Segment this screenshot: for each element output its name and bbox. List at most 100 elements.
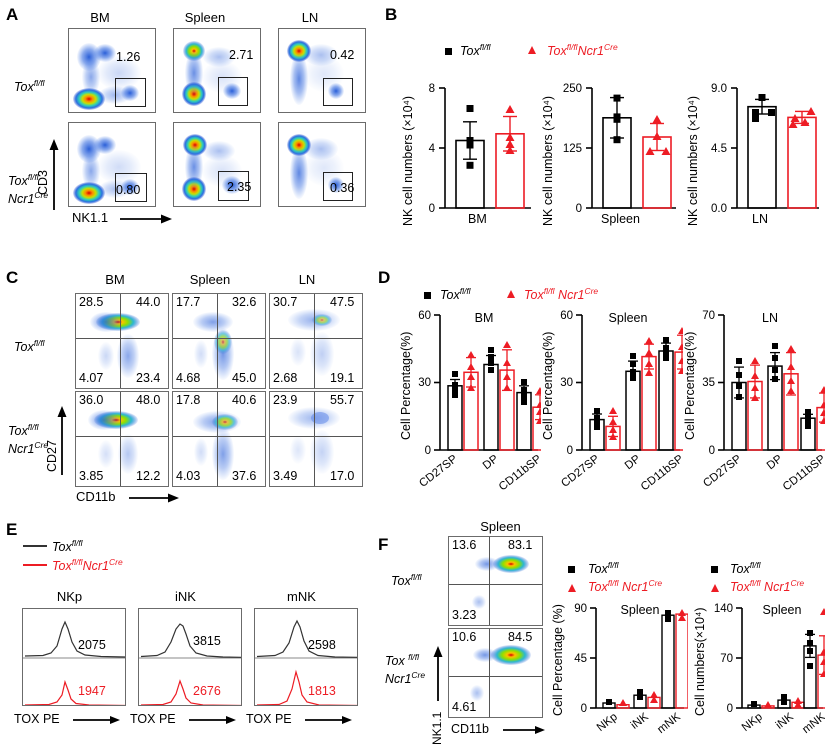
gate-rectangle xyxy=(115,78,146,107)
panelC-quad-ll-spleen-knockout: 4.03 xyxy=(176,469,201,483)
ytick-0: 0 xyxy=(576,203,582,215)
panelF-legend2-label-knockout: Toxfl/fl Ncr1Cre xyxy=(730,578,805,595)
ytick-0: 0 xyxy=(429,203,435,215)
panelC-x-axis-label: CD11b xyxy=(76,489,116,504)
panelF-row-label-knockout: Tox fl/fl Ncr1Cre xyxy=(385,652,426,687)
panelC-quad-ll-ln-knockout: 3.49 xyxy=(273,469,298,483)
xtick-ink: iNK xyxy=(629,711,651,732)
ytick-45: 45 xyxy=(574,653,587,665)
xtick-cd11bsp: CD11bSP xyxy=(781,453,825,494)
xtick-nkp: NKp xyxy=(740,711,765,734)
xtick-mnk: mNK xyxy=(800,711,825,736)
panelD-bm-ylabel: Cell Percentage(%) xyxy=(399,332,413,440)
ytick-60: 60 xyxy=(418,310,431,322)
panelD-spleen-ylabel: Cell Percentage(%) xyxy=(541,332,555,440)
panelC-quad-ur-spleen-knockout: 40.6 xyxy=(232,393,257,407)
panelF-quad-ur-control: 83.1 xyxy=(508,538,533,552)
gate-rectangle xyxy=(218,77,248,106)
flow-scatter xyxy=(287,40,344,105)
panelC-quad-lr-ln-control: 19.1 xyxy=(330,371,355,385)
panelD-chart-spleen: Cell Percentage(%) Spleen 0 30 60 CD27SP… xyxy=(541,310,683,494)
panelC-quad-ur-bm-knockout: 48.0 xyxy=(136,393,161,407)
panelF-num-title: Spleen xyxy=(763,603,802,617)
panelA-row-label-control: Toxfl/fl xyxy=(14,78,45,95)
gate-rectangle xyxy=(323,172,353,201)
ytick-0: 0 xyxy=(425,445,431,457)
panel-letter-d: D xyxy=(378,268,391,287)
flow-scatter xyxy=(472,555,529,609)
xtick-cd11bsp: CD11bSP xyxy=(639,453,683,494)
panelE-column-header-nkp: NKp xyxy=(56,589,83,604)
ytick-140: 140 xyxy=(714,603,733,615)
panelE-column-header-ink: iNK xyxy=(175,589,196,604)
panelF-legend2-marker-control xyxy=(711,566,718,573)
flow-scatter xyxy=(73,135,141,204)
panelC-quad-lr-spleen-knockout: 37.6 xyxy=(232,469,257,483)
ytick-70: 70 xyxy=(702,310,715,322)
panelF-row-label-control: Toxfl/fl xyxy=(391,572,422,589)
panelE-x-axis-label-2: TOX PE xyxy=(130,712,176,726)
panelA-y-axis-label: CD3 xyxy=(36,169,50,195)
panelD-legend-marker-knockout xyxy=(507,290,515,298)
flow-scatter xyxy=(193,312,234,380)
panelE-mfi-mnk-knockout: 1813 xyxy=(308,684,336,698)
panelC-column-header-ln: LN xyxy=(298,272,316,287)
panelA-column-header-bm: BM xyxy=(90,10,110,25)
panelB-xlabel-ln: LN xyxy=(752,212,768,226)
ytick-30: 30 xyxy=(560,377,573,389)
panelA-gate-value-spleen-knockout: 2.35 xyxy=(227,180,252,194)
panelD-ln-ylabel: Cell Percentage(%) xyxy=(683,332,697,440)
panelF-quad-ur-knockout: 84.5 xyxy=(508,630,533,644)
gate-rectangle xyxy=(323,78,353,106)
panelC-flow-ln-control xyxy=(269,293,363,389)
panelA-flow-bm-knockout xyxy=(68,122,156,207)
ytick-250: 250 xyxy=(563,83,582,95)
xtick-mnk: mNK xyxy=(655,711,683,736)
xtick-dp: DP xyxy=(765,453,785,472)
panelC-row-label-knockout: Toxfl/fl Ncr1Cre xyxy=(8,422,49,457)
panelE-mfi-nkp-knockout: 1947 xyxy=(78,684,106,698)
panel-letter-c: C xyxy=(6,268,19,287)
panelA-flow-spleen-knockout xyxy=(173,122,261,207)
panelE-legend-label-control: Toxfl/fl xyxy=(52,538,83,555)
xtick-cd27sp: CD27SP xyxy=(559,453,602,490)
flow-scatter xyxy=(287,134,344,199)
panelA-gate-value-spleen-control: 2.71 xyxy=(229,48,254,62)
panel-letter-f: F xyxy=(378,535,389,554)
panelC-y-axis-arrow xyxy=(57,406,67,475)
panelE-x-axis-label-3: TOX PE xyxy=(246,712,292,726)
xtick-cd27sp: CD27SP xyxy=(417,453,460,490)
panelF-legend2-label-control: Toxfl/fl xyxy=(730,560,761,577)
panelF-x-axis-arrow xyxy=(503,726,545,734)
panelB-legend-marker-control xyxy=(445,48,452,55)
flow-scatter xyxy=(90,312,140,378)
panelF-quad-ul-knockout: 10.6 xyxy=(452,630,477,644)
panelA-flow-ln-control xyxy=(278,28,366,113)
xtick-ink: iNK xyxy=(774,711,796,732)
histogram-curves xyxy=(139,623,241,705)
flow-scatter xyxy=(288,309,340,376)
ytick-8: 8 xyxy=(429,83,435,95)
panelC-column-header-spleen: Spleen xyxy=(189,272,231,287)
panelE-hist-nkp xyxy=(22,608,126,706)
gate-rectangle xyxy=(218,171,249,201)
panelA-flow-spleen-control xyxy=(173,28,261,113)
panelB-spleen-ylabel: NK cell numbers (×10⁴) xyxy=(541,96,555,226)
panelF-flow-knockout xyxy=(448,628,543,718)
panelD-legend-label-control: Toxfl/fl xyxy=(440,286,471,303)
panelC-quad-ur-ln-control: 47.5 xyxy=(330,295,355,309)
panelC-quad-ur-spleen-control: 32.6 xyxy=(232,295,257,309)
ytick-60: 60 xyxy=(560,310,573,322)
panelC-flow-bm-control xyxy=(75,293,169,389)
panelE-column-header-mnk: mNK xyxy=(287,589,316,604)
panelF-flow-title: Spleen xyxy=(480,519,521,534)
panelC-quad-ul-ln-control: 30.7 xyxy=(273,295,298,309)
ytick-30: 30 xyxy=(418,377,431,389)
panelE-hist-ink xyxy=(138,608,242,706)
panelA-y-axis-arrow xyxy=(49,139,59,210)
panelC-quad-ll-bm-control: 4.07 xyxy=(79,371,104,385)
panelA-gate-value-bm-control: 1.26 xyxy=(116,50,141,64)
ytick-70: 70 xyxy=(720,653,733,665)
panelE-mfi-mnk-control: 2598 xyxy=(308,638,336,652)
